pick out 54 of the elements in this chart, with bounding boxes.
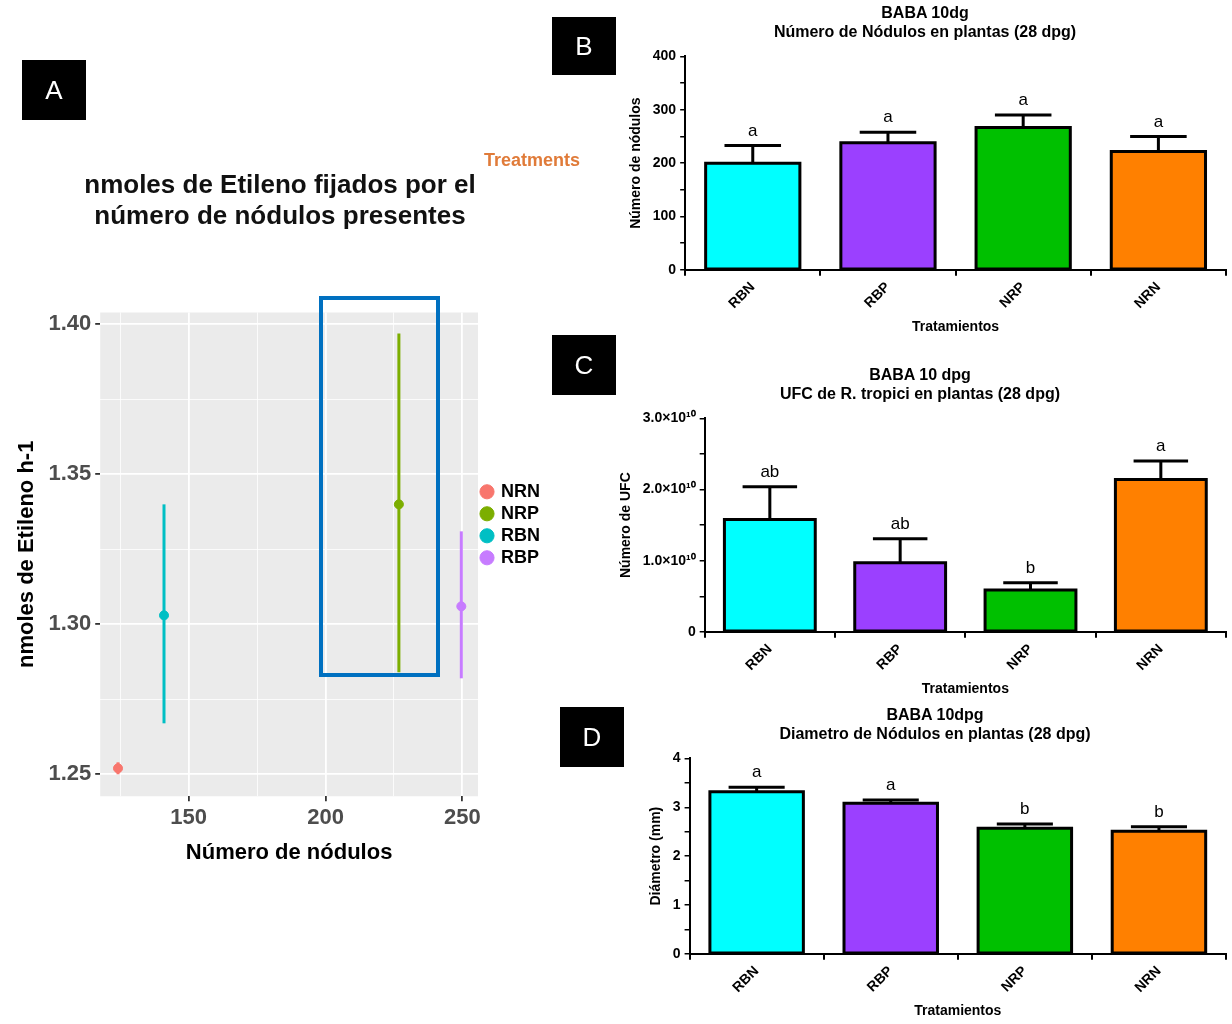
text: A	[22, 60, 86, 120]
y-tick-label: 0	[687, 622, 696, 639]
y-tick-label: 1.25	[48, 760, 92, 786]
annotation: a	[1018, 90, 1029, 110]
annotation: a	[751, 762, 762, 782]
y-tick-label: 1.40	[48, 310, 92, 336]
y-tick-label: 3	[672, 798, 681, 815]
annotation: b	[1025, 557, 1036, 577]
text: D	[560, 707, 624, 767]
annotation: ab	[760, 461, 780, 481]
annotation: a	[748, 120, 759, 140]
legend-label: NRP	[501, 502, 540, 523]
y-tick-label: 1.35	[48, 460, 92, 486]
annotation: b	[1154, 802, 1164, 821]
y-tick-label: 1.30	[48, 610, 92, 636]
x-tick-label: 150	[170, 804, 207, 830]
text: C	[552, 335, 616, 395]
y-tick-label: 300	[652, 100, 677, 117]
legend-title: Treatments	[484, 149, 581, 170]
y-axis-title: Diámetro (mm)	[647, 806, 664, 906]
legend-label: RBP	[501, 546, 540, 567]
y-tick-label: 0	[668, 260, 677, 277]
y-tick-label: 4	[672, 749, 681, 766]
y-tick-label: 2	[672, 847, 681, 863]
y-tick-label: 200	[652, 154, 677, 170]
x-tick-label: 200	[307, 804, 344, 830]
y-tick-label: 2.0×10¹⁰	[642, 480, 696, 497]
chart-title: BABA 10 dpg UFC de R. tropici en plantas (28 dpg)	[779, 366, 1061, 403]
chart-title: BABA 10dpg Diametro de Nódulos en plantas (28 dpg)	[779, 706, 1091, 743]
annotation: a	[883, 107, 894, 127]
y-tick-label: 100	[652, 207, 677, 224]
x-axis-title: Número de nódulos	[185, 838, 393, 864]
x-axis-title: Tratamientos	[912, 318, 1000, 335]
y-axis-title: Número de UFC	[617, 472, 634, 579]
y-tick-label: 3.0×10¹⁰	[642, 409, 696, 426]
y-axis-title: Número de nódulos	[627, 97, 644, 229]
chart-title: BABA 10dg Número de Nódulos en plantas (28 dpg)	[773, 4, 1077, 41]
text: B	[552, 17, 616, 75]
annotation: ab	[890, 513, 910, 533]
annotation: a	[1156, 436, 1167, 456]
x-tick-label: 250	[444, 804, 481, 830]
y-axis-title: nmoles de Etileno h-1	[13, 440, 39, 668]
legend-label: RBN	[501, 524, 540, 545]
y-tick-label: 1.0×10¹⁰	[642, 551, 696, 568]
x-axis-title: Tratamientos	[914, 1002, 1002, 1019]
chart-title: nmoles de Etileno fijados por el número de nódulos presentes	[84, 168, 476, 230]
y-tick-label: 1	[672, 895, 681, 912]
y-tick-label: 0	[672, 944, 681, 961]
legend-label: NRN	[501, 480, 540, 501]
annotation: a	[1153, 111, 1164, 131]
x-axis-title: Tratamientos	[921, 680, 1010, 697]
y-tick-label: 400	[652, 47, 677, 64]
annotation: b	[1020, 799, 1030, 819]
annotation: a	[886, 775, 897, 795]
